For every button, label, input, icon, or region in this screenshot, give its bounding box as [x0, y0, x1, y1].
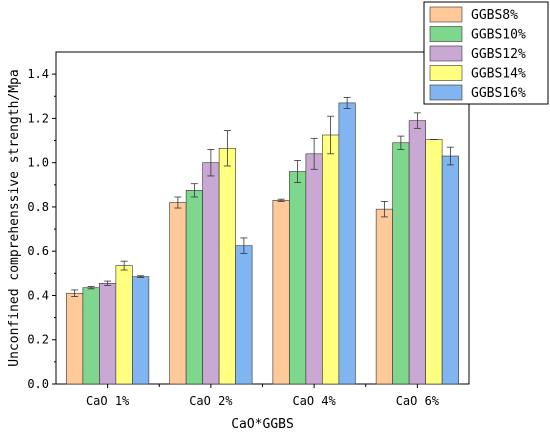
- bars: [66, 96, 459, 385]
- bar: [218, 147, 236, 385]
- legend-label: GGBS12%: [471, 47, 526, 62]
- y-tick-label: 0.4: [27, 288, 49, 302]
- bar: [289, 171, 307, 385]
- bar: [338, 102, 356, 385]
- y-tick-label: 0.2: [27, 333, 49, 347]
- legend-swatch: [429, 84, 463, 101]
- bar: [425, 139, 443, 385]
- y-tick-label: 0.8: [27, 200, 49, 214]
- bar: [99, 282, 117, 385]
- y-axis-title: Unconfined comprehenssive strength/Mpa: [7, 69, 22, 366]
- y-tick-label: 1.2: [27, 111, 49, 125]
- legend-swatch: [429, 26, 463, 42]
- x-tick-label: CaO 4%: [292, 394, 336, 408]
- x-tick-label: CaO 6%: [396, 394, 440, 408]
- bar: [392, 142, 410, 385]
- bar: [66, 292, 84, 385]
- legend-swatch: [429, 65, 463, 81]
- bar: [322, 134, 340, 385]
- legend-label: GGBS8%: [471, 8, 518, 23]
- legend: GGBS8% GGBS10% GGBS12% GGBS14% GGBS16%: [423, 1, 549, 105]
- y-tick-label: 0.6: [27, 244, 49, 258]
- axes: 0.0 0.2 0.4 0.6 0.8 1.0 1.2 1.4 CaO 1% CaO 2% CaO …: [27, 67, 440, 408]
- bar: [169, 202, 187, 385]
- legend-label: GGBS16%: [471, 86, 526, 101]
- bar: [202, 162, 220, 385]
- bar: [115, 265, 133, 385]
- legend-label: GGBS10%: [471, 28, 526, 43]
- legend-swatch: [429, 6, 463, 23]
- bar: [82, 287, 100, 385]
- bar: [408, 120, 426, 385]
- bar: [235, 245, 253, 385]
- bar: [132, 276, 150, 385]
- y-tick-label: 1.0: [27, 156, 49, 170]
- x-tick-label: CaO 2%: [189, 394, 233, 408]
- x-axis-title: CaO*GGBS: [231, 417, 294, 432]
- bar: [272, 199, 290, 385]
- legend-swatch: [429, 45, 463, 62]
- bar: [441, 155, 459, 385]
- x-tick-label: CaO 1%: [86, 394, 130, 408]
- bar: [375, 208, 393, 385]
- bar: [305, 153, 323, 385]
- legend-label: GGBS14%: [471, 67, 526, 82]
- y-tick-label: 0.0: [27, 377, 49, 391]
- bar: [185, 190, 203, 385]
- y-tick-label: 1.4: [27, 67, 49, 81]
